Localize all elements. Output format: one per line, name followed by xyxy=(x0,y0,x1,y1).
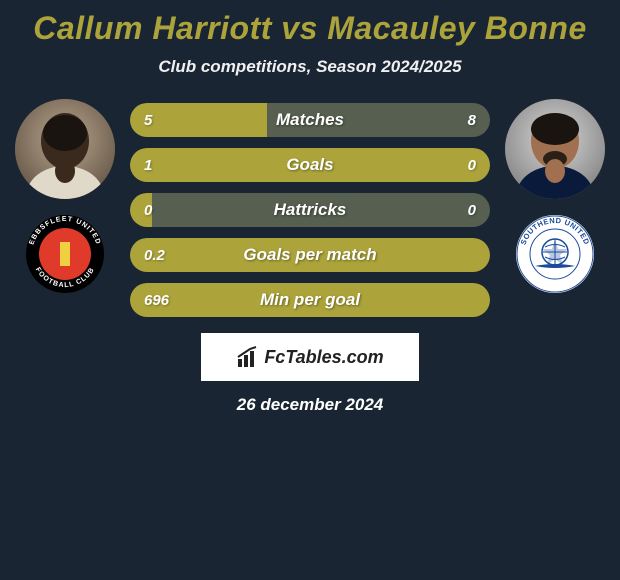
page-title: Callum Harriott vs Macauley Bonne xyxy=(10,10,610,47)
stat-label: Hattricks xyxy=(274,200,347,220)
brand-box: FcTables.com xyxy=(201,333,419,381)
left-column: EBBSFLEET UNITED FOOTBALL CLUB xyxy=(10,97,120,294)
chart-icon xyxy=(236,345,260,369)
stat-right-value: 0 xyxy=(468,157,476,174)
player-right-avatar xyxy=(505,99,605,199)
club-left-badge: EBBSFLEET UNITED FOOTBALL CLUB xyxy=(25,214,105,294)
comparison-panel: EBBSFLEET UNITED FOOTBALL CLUB 5 Matches 8… xyxy=(10,97,610,317)
stats-bars: 5Matches81Goals00Hattricks00.2Goals per … xyxy=(130,97,490,317)
stat-right-value: 0 xyxy=(468,202,476,219)
stat-left-value: 5 xyxy=(130,103,267,137)
club-right-badge: SOUTHEND UNITED xyxy=(515,214,595,294)
stat-label: Matches xyxy=(276,110,344,130)
right-column: SOUTHEND UNITED xyxy=(500,97,610,294)
player-left-avatar xyxy=(15,99,115,199)
stat-row: 696Min per goal xyxy=(130,283,490,317)
stat-left-value: 0 xyxy=(130,193,152,227)
stat-label: Goals per match xyxy=(243,245,376,265)
stat-row: 0.2Goals per match xyxy=(130,238,490,272)
subtitle: Club competitions, Season 2024/2025 xyxy=(10,57,610,77)
stat-right-value: 8 xyxy=(468,112,476,129)
stat-row: 5 Matches 8 xyxy=(130,103,490,137)
stat-row: 0 Hattricks 0 xyxy=(130,193,490,227)
brand-text: FcTables.com xyxy=(264,347,383,368)
stat-label: Goals xyxy=(286,155,333,175)
date-text: 26 december 2024 xyxy=(10,395,610,415)
stat-row: 1Goals0 xyxy=(130,148,490,182)
stat-label: Min per goal xyxy=(260,290,360,310)
